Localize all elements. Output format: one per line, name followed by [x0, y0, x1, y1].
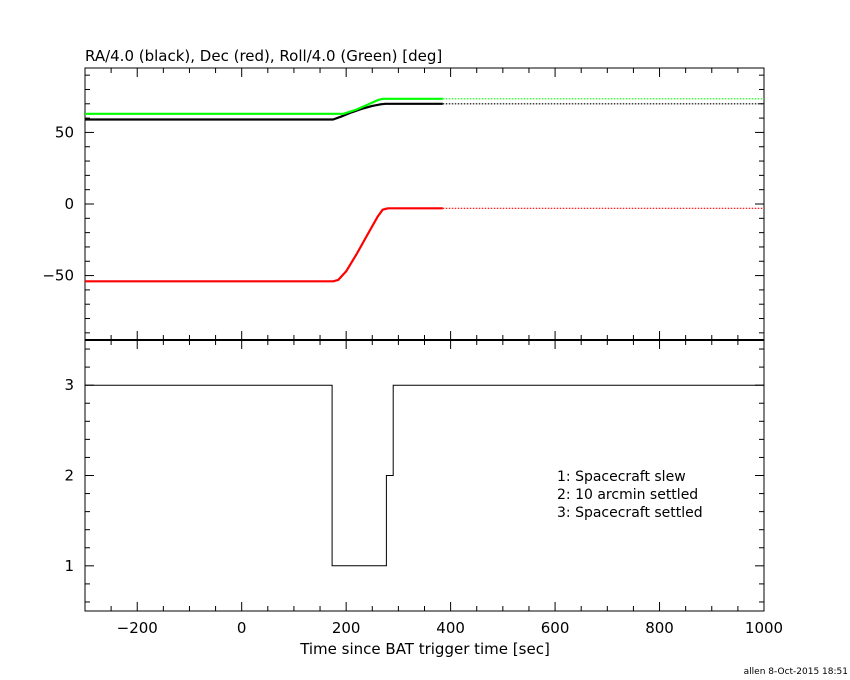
legend-entry-2: 2: 10 arcmin settled: [557, 487, 698, 503]
dec-series-line: [85, 207, 443, 283]
bottom-axis-ticks: −200 0 200 400 600 800 1000 1 2 3: [64, 340, 783, 637]
x-tick-label: 200: [332, 619, 361, 637]
x-tick-label: 600: [541, 619, 570, 637]
ra-series-line: [85, 102, 443, 121]
x-axis-label: Time since BAT trigger time [sec]: [299, 640, 550, 658]
bottom-y-tick-label: 2: [64, 467, 74, 485]
top-y-tick-label: −50: [42, 267, 74, 285]
top-plot-frame: [84, 67, 765, 341]
top-axis-ticks: −50 0 50: [42, 68, 765, 340]
footer-credit: allen 8-Oct-2015 18:51: [744, 667, 848, 677]
settle-status-step-line: [85, 384, 764, 567]
bottom-y-tick-label: 1: [64, 557, 74, 575]
x-tick-label: 0: [237, 619, 247, 637]
x-tick-label: −200: [117, 619, 158, 637]
legend-entry-1: 1: Spacecraft slew: [557, 469, 686, 485]
legend-entry-3: 3: Spacecraft settled: [557, 505, 703, 521]
bottom-series-group: [85, 384, 764, 567]
x-tick-label: 1000: [745, 619, 783, 637]
top-y-tick-label: 0: [64, 195, 74, 213]
top-series-group: [85, 97, 764, 283]
x-tick-label: 800: [645, 619, 674, 637]
roll-series-line: [85, 97, 443, 115]
bottom-y-tick-label: 3: [64, 376, 74, 394]
top-panel-title: RA/4.0 (black), Dec (red), Roll/4.0 (Gre…: [85, 47, 442, 65]
x-tick-label: 400: [436, 619, 465, 637]
top-y-tick-label: 50: [55, 123, 74, 141]
